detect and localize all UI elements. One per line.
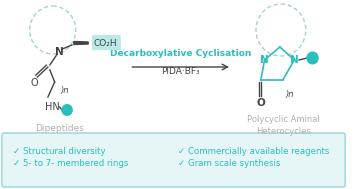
Text: ✓ 5- to 7- membered rings: ✓ 5- to 7- membered rings bbox=[13, 159, 129, 168]
Text: N: N bbox=[260, 55, 269, 65]
Polygon shape bbox=[74, 42, 88, 44]
Text: N: N bbox=[55, 47, 64, 57]
Text: HN: HN bbox=[45, 102, 60, 112]
FancyBboxPatch shape bbox=[92, 35, 121, 50]
Text: Dipeptides: Dipeptides bbox=[35, 124, 84, 133]
Circle shape bbox=[61, 104, 73, 116]
Text: ✓ Structural diversity: ✓ Structural diversity bbox=[13, 147, 106, 156]
Circle shape bbox=[306, 51, 319, 64]
Text: Decarboxylative Cyclisation: Decarboxylative Cyclisation bbox=[110, 49, 251, 57]
Text: ✓ Commercially available reagents: ✓ Commercially available reagents bbox=[178, 147, 330, 156]
Text: )n: )n bbox=[286, 91, 294, 99]
Text: ✓ Gram scale synthesis: ✓ Gram scale synthesis bbox=[178, 159, 281, 168]
FancyBboxPatch shape bbox=[2, 133, 345, 187]
Text: N: N bbox=[290, 55, 299, 65]
Text: )n: )n bbox=[60, 85, 69, 94]
Text: Polycyclic Aminal
Heterocycles: Polycyclic Aminal Heterocycles bbox=[247, 115, 320, 136]
Text: CO₂H: CO₂H bbox=[94, 39, 117, 47]
Text: O: O bbox=[256, 98, 265, 108]
Text: PIDA·BF₃: PIDA·BF₃ bbox=[161, 67, 200, 77]
Text: O: O bbox=[31, 78, 38, 88]
